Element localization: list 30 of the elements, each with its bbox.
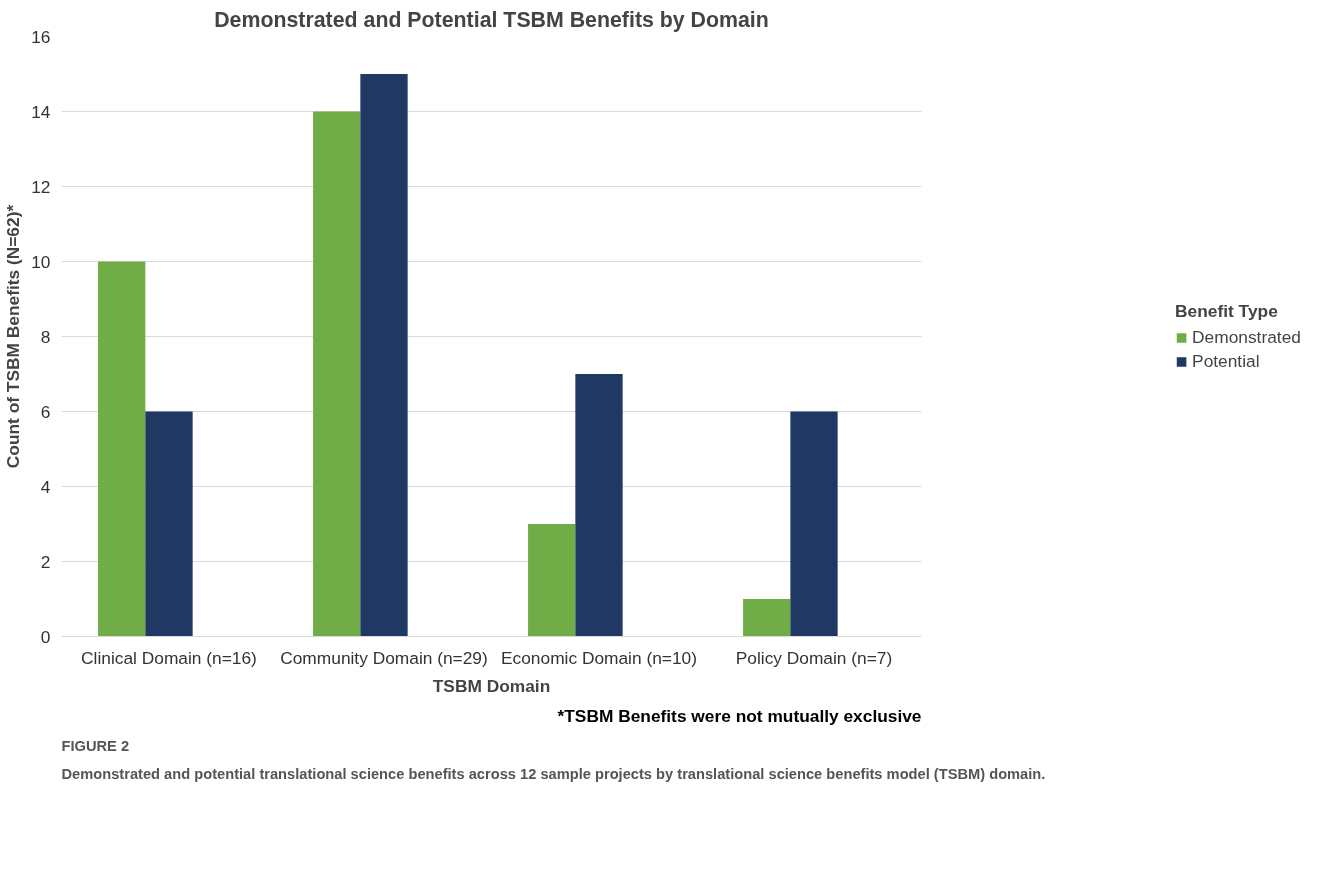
x-axis-title: TSBM Domain	[432, 675, 551, 696]
bar	[790, 411, 838, 637]
bar	[313, 111, 361, 637]
x-tick-label: Economic Domain (n=10)	[501, 647, 697, 668]
y-tick-label: 12	[31, 176, 51, 197]
legend-label: Demonstrated	[1192, 326, 1301, 348]
caption: FIGURE 2	[61, 737, 130, 754]
y-axis-title: Count of TSBM Benefits (N=62)*	[3, 204, 24, 469]
y-tick-label: 4	[40, 476, 51, 497]
legend-title: Benefit Type	[1175, 300, 1279, 322]
x-tick-label: Clinical Domain (n=16)	[81, 647, 257, 668]
text: *TSBM Benefits were not mutually exclusive	[557, 705, 922, 726]
y-tick-label: 10	[31, 251, 51, 272]
bar	[360, 74, 408, 637]
y-tick-label: 2	[40, 551, 51, 572]
bar	[145, 411, 193, 637]
bar	[575, 374, 623, 637]
bar	[98, 261, 146, 637]
y-tick-label: 16	[31, 26, 51, 47]
chart-title: Demonstrated and Potential TSBM Benefits by Domain	[214, 7, 769, 32]
y-tick-label: 14	[31, 101, 51, 122]
y-tick-label: 0	[40, 626, 51, 647]
bar	[743, 599, 791, 637]
legend-label: Potential	[1192, 350, 1260, 372]
x-tick-label: Community Domain (n=29)	[280, 647, 488, 668]
x-tick-label: Policy Domain (n=7)	[735, 647, 893, 668]
y-tick-label: 6	[40, 401, 51, 422]
bar	[528, 524, 576, 637]
y-tick-label: 8	[40, 326, 51, 347]
text: Demonstrated and potential translational science benefits across 12 sample projects by translational science benefits model (TSBM) domain.	[61, 765, 1046, 782]
